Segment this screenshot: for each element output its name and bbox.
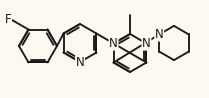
Text: N: N (142, 37, 151, 50)
Text: N: N (76, 55, 84, 69)
Text: N: N (155, 28, 164, 41)
Text: F: F (5, 13, 11, 26)
Text: N: N (109, 37, 118, 50)
